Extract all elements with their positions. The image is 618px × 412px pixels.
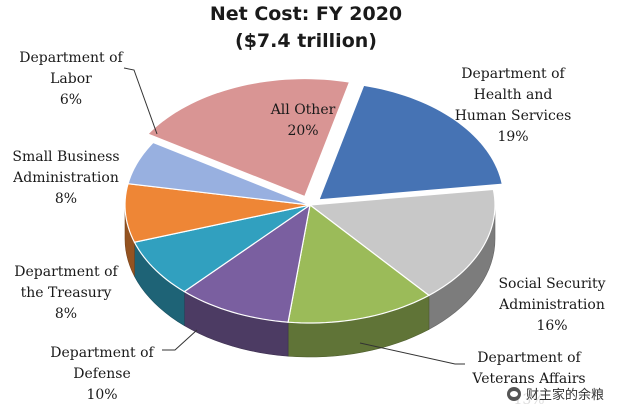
slice-value-sba: 8% — [55, 191, 77, 207]
slice-label-line: Department of — [477, 350, 582, 366]
slice-label-line: Department of — [461, 66, 566, 82]
slice-label-labor: Department of Labor 6% — [19, 50, 124, 108]
watermark-text: 财主家的余粮 — [525, 388, 604, 403]
pie-tops — [124, 77, 504, 324]
slice-ssa — [308, 188, 496, 297]
slice-label-line: Department of — [19, 50, 124, 66]
slice-label-line: Social Security — [498, 276, 605, 292]
slice-labels: All Other 20% Department of Health and Human… — [12, 50, 605, 408]
slice-label-line: Department of — [14, 264, 119, 280]
slice-hhs — [318, 84, 504, 201]
watermark: 财主家的余粮 — [502, 383, 608, 404]
slice-label-line: the Treasury — [21, 285, 112, 301]
slice-value-all-other: 20% — [287, 123, 318, 139]
slice-va — [287, 203, 431, 324]
slice-treasury — [133, 204, 311, 293]
slice-value-hhs: 19% — [497, 129, 528, 145]
leader-line-va — [359, 342, 465, 365]
slice-label-line: Administration — [498, 297, 605, 313]
slice-label-line: Department of — [50, 345, 155, 361]
leader-line-defense — [162, 329, 198, 351]
chart-title: Net Cost: FY 2020 — [210, 3, 402, 25]
slice-label-line: Health and — [474, 87, 553, 103]
slice-label-line: All Other — [270, 102, 336, 118]
leader-lines — [123, 67, 465, 365]
slice-value-treasury: 8% — [55, 306, 77, 322]
slice-value-defense: 10% — [86, 387, 117, 403]
slice-label-defense: Department of Defense 10% — [50, 345, 155, 403]
slice-label-line: Administration — [12, 170, 119, 186]
chart-subtitle: ($7.4 trillion) — [235, 30, 377, 52]
slice-value-ssa: 16% — [536, 318, 567, 334]
slice-defense — [183, 203, 311, 323]
slice-label-line: Labor — [50, 71, 92, 87]
slice-label-sba: Small Business Administration 8% — [12, 149, 119, 207]
slice-label-line: Human Services — [455, 108, 572, 124]
slice-label-hhs: Department of Health and Human Services 19% — [455, 66, 572, 145]
slice-label-line: Defense — [73, 366, 130, 382]
slice-all-other — [146, 77, 351, 198]
slice-label-treasury: Department of the Treasury 8% — [14, 264, 119, 322]
slice-sba — [124, 183, 311, 243]
slice-value-labor: 6% — [60, 92, 82, 108]
leader-line-labor — [123, 67, 158, 135]
slice-label-all-other: All Other 20% — [270, 102, 336, 139]
wechat-icon — [506, 386, 521, 401]
slice-labor — [127, 141, 311, 206]
slice-label-line: Small Business — [12, 149, 119, 165]
slice-label-ssa: Social Security Administration 16% — [498, 276, 605, 334]
